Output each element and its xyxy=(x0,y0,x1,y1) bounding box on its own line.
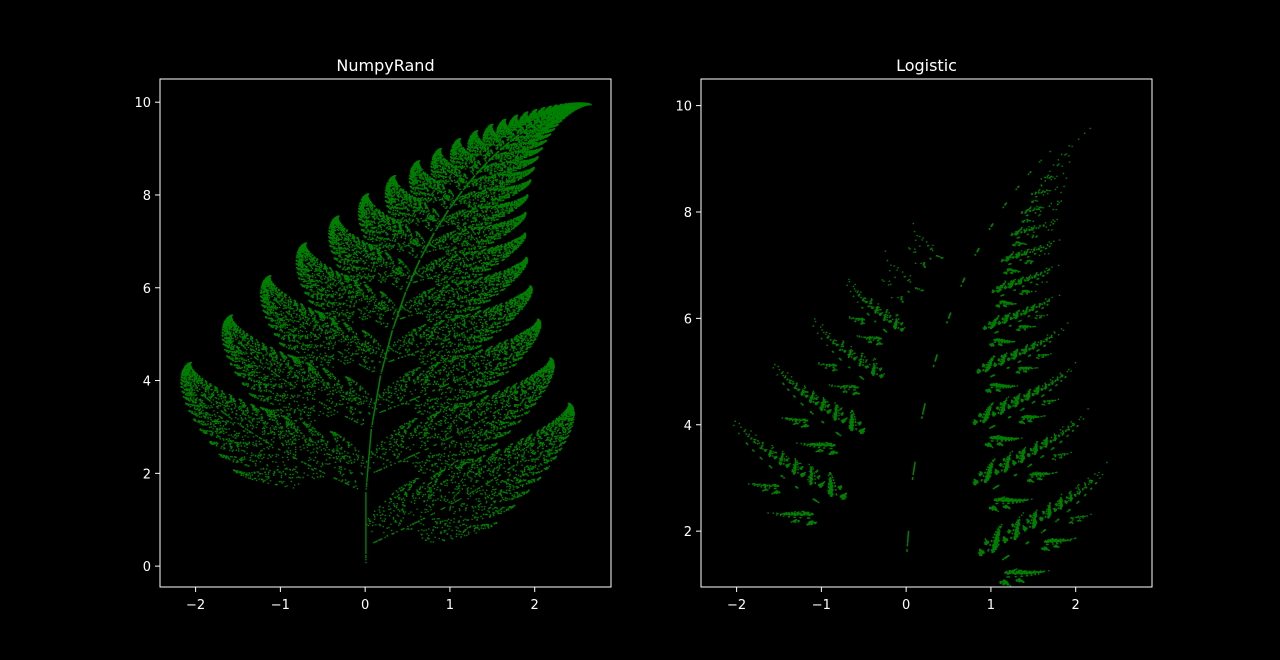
numpyrand-points xyxy=(180,102,592,564)
x-tick-label: −1 xyxy=(271,598,290,613)
x-tick-label: 1 xyxy=(987,598,995,613)
y-tick-label: 4 xyxy=(684,419,692,434)
y-tick-label: 2 xyxy=(143,467,151,482)
y-tick-label: 8 xyxy=(684,206,692,221)
y-tick-label: 6 xyxy=(684,312,692,327)
y-tick-label: 6 xyxy=(143,282,151,297)
x-tick-label: −2 xyxy=(727,598,746,613)
numpyrand-panel: NumpyRand −2 −1 0 1 2 0 2 4 6 8 10 xyxy=(134,56,612,613)
y-tick-label: 10 xyxy=(675,100,692,115)
numpyrand-x-axis: −2 −1 0 1 2 xyxy=(186,587,539,613)
logistic-y-axis: 2 4 6 8 10 xyxy=(675,100,701,540)
fern-point-cloud xyxy=(180,102,592,564)
x-tick-label: 2 xyxy=(531,598,539,613)
logistic-title: Logistic xyxy=(896,56,957,75)
y-tick-label: 10 xyxy=(134,96,151,111)
fern-point-cloud xyxy=(733,127,1108,587)
numpyrand-y-axis: 0 2 4 6 8 10 xyxy=(134,96,160,575)
x-tick-label: −2 xyxy=(186,598,205,613)
y-tick-label: 8 xyxy=(143,189,151,204)
x-tick-label: −1 xyxy=(812,598,831,613)
y-tick-label: 0 xyxy=(143,560,151,575)
y-tick-label: 2 xyxy=(684,525,692,540)
x-tick-label: 0 xyxy=(902,598,910,613)
logistic-points xyxy=(733,127,1108,587)
y-tick-label: 4 xyxy=(143,375,151,390)
logistic-axes-frame xyxy=(700,78,1153,588)
x-tick-label: 2 xyxy=(1072,598,1080,613)
logistic-x-axis: −2 −1 0 1 2 xyxy=(727,587,1080,613)
numpyrand-title: NumpyRand xyxy=(336,56,434,75)
numpyrand-axes-frame xyxy=(159,78,612,588)
x-tick-label: 1 xyxy=(446,598,454,613)
x-tick-label: 0 xyxy=(361,598,369,613)
logistic-panel: Logistic −2 −1 0 1 2 2 4 6 8 10 xyxy=(675,56,1153,613)
